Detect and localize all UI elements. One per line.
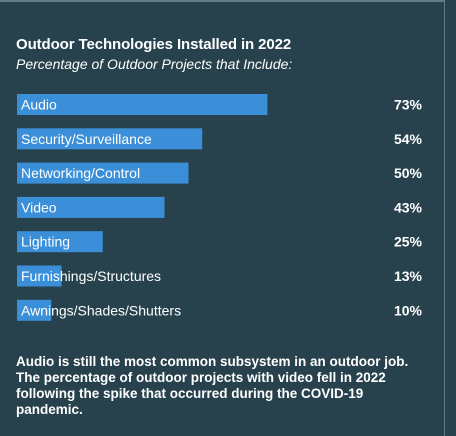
footnote: Audio is still the most common subsystem… [16, 354, 409, 417]
bar-4 [17, 231, 103, 253]
value-label-2: 50% [394, 165, 423, 181]
value-label-6: 10% [394, 302, 423, 318]
category-label-0: Audio [21, 97, 57, 113]
bar-1 [17, 128, 203, 150]
category-label-6: Awnings/Shades/Shutters [21, 302, 181, 318]
category-label-2: Networking/Control [21, 165, 140, 181]
top-border [0, 0, 444, 2]
right-border [444, 0, 445, 436]
chart-subtitle: Percentage of Outdoor Projects that Incl… [16, 56, 293, 72]
category-label-5: Furnishings/Structures [21, 268, 161, 284]
chart-title: Outdoor Technologies Installed in 2022 [16, 36, 292, 53]
bar-5 [17, 265, 62, 287]
bar-6 [17, 299, 52, 321]
value-label-1: 54% [394, 131, 423, 147]
value-label-3: 43% [394, 199, 423, 215]
bar-3 [17, 196, 165, 218]
bar-2 [17, 162, 189, 184]
category-label-3: Video [21, 199, 57, 215]
bar-0 [17, 94, 268, 115]
category-label-4: Lighting [21, 234, 70, 250]
value-label-4: 25% [394, 234, 423, 250]
value-label-5: 13% [394, 268, 423, 284]
value-label-0: 73% [394, 97, 423, 113]
category-label-1: Security/Surveillance [21, 131, 152, 147]
